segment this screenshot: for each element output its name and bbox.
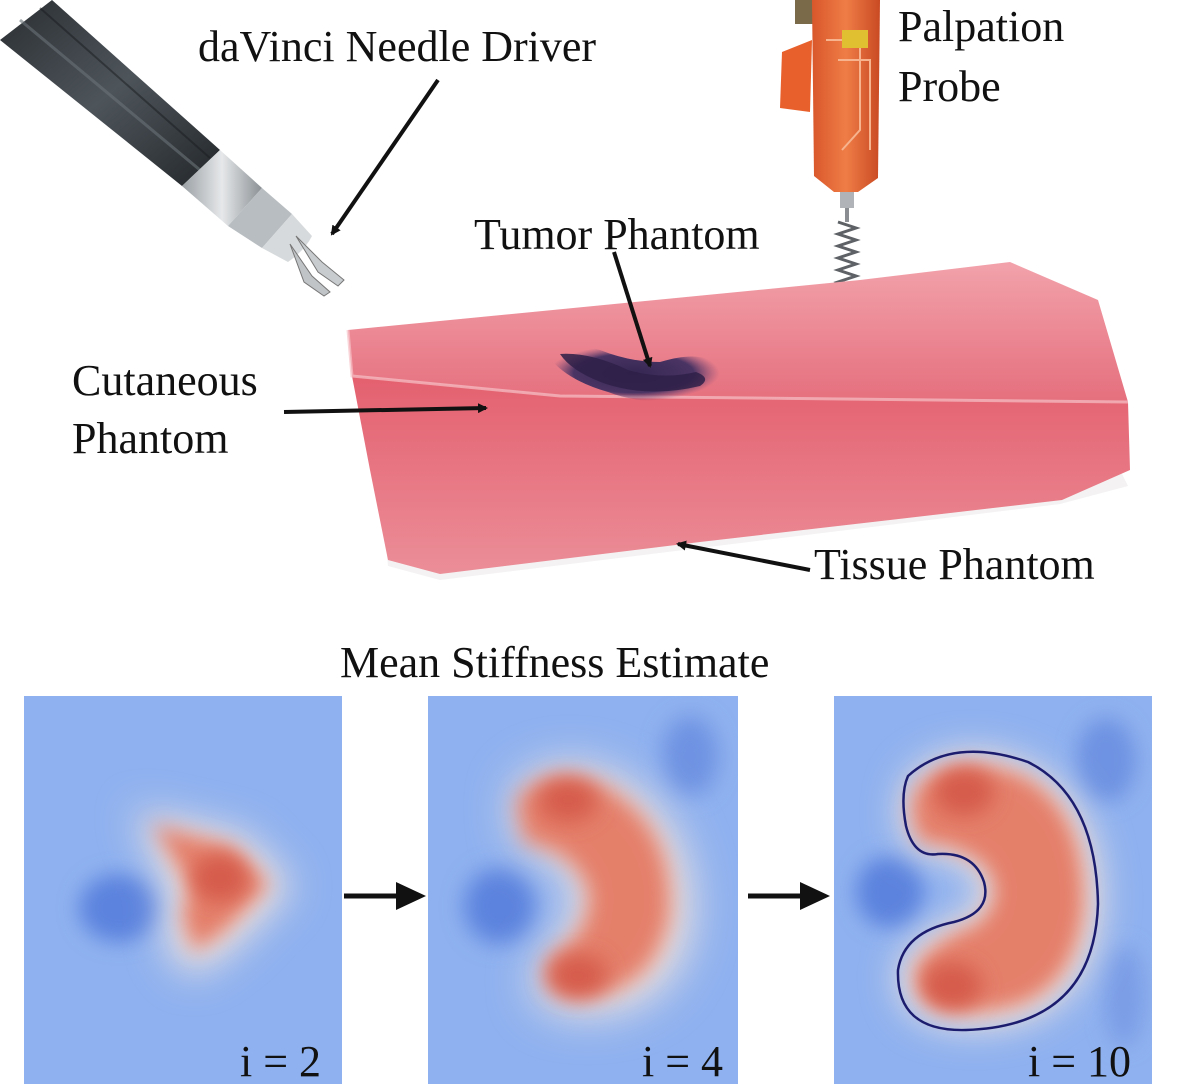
annotation-arrows (283, 78, 811, 572)
stiffness-map-2 (428, 696, 738, 1084)
cutaneous-phantom-label-line2: Phantom (72, 414, 229, 463)
needle-driver-instrument (0, 0, 345, 297)
tumor-phantom-label: Tumor Phantom (474, 210, 760, 259)
progress-arrow-1 (344, 882, 426, 910)
palpation-probe-label-line2: Probe (898, 62, 1001, 111)
stiffness-map-3 (834, 696, 1152, 1084)
stiffness-map-1 (24, 696, 342, 1084)
needle-driver-arrow (330, 78, 440, 236)
phantom-block (346, 262, 1130, 580)
estimate-title: Mean Stiffness Estimate (340, 638, 770, 687)
tumor-arrow (612, 251, 653, 368)
iteration-label-2: i = 4 (642, 1037, 724, 1086)
estimate-panel-1 (24, 696, 342, 1084)
estimate-panel-2 (428, 696, 738, 1084)
needle-driver-label: daVinci Needle Driver (198, 22, 597, 71)
estimated-tumor-boundary (896, 750, 1100, 1032)
tissue-phantom-label: Tissue Phantom (814, 540, 1095, 589)
iteration-label-3: i = 10 (1028, 1037, 1132, 1086)
tissue-arrow (676, 540, 811, 572)
phantom-illustration (0, 0, 1130, 580)
cutaneous-phantom-label-line1: Cutaneous (72, 356, 258, 405)
cutaneous-arrow (283, 403, 488, 414)
estimate-panel-3 (834, 696, 1152, 1084)
progress-arrow-2 (748, 882, 830, 910)
iteration-label-1: i = 2 (240, 1037, 322, 1086)
palpation-probe-label-line1: Palpation (898, 2, 1065, 51)
